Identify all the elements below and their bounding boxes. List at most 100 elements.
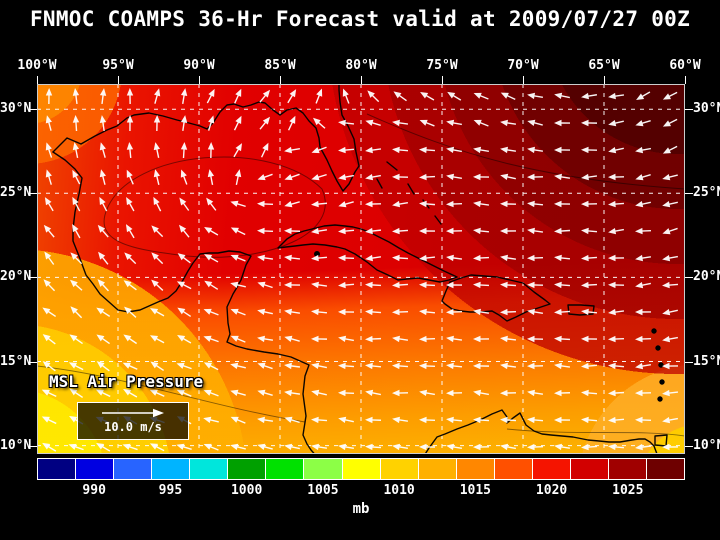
lon-tick-label: 80°W	[345, 58, 377, 73]
wind-arrow	[581, 254, 598, 262]
colorbar-cell	[76, 459, 114, 479]
wind-scale-arrow-icon	[102, 408, 164, 418]
wind-arrow	[581, 119, 598, 127]
wind-arrow	[284, 281, 301, 289]
lat-tick-label-right: 10°N	[693, 437, 720, 453]
wind-arrow	[153, 196, 162, 212]
mexico-central-america-coast	[52, 151, 316, 454]
wind-arrow	[257, 362, 273, 370]
wind-arrow	[151, 279, 164, 291]
colorbar-cell	[38, 459, 76, 479]
wind-arrow	[259, 116, 271, 130]
wind-arrow	[260, 142, 269, 158]
wind-arrow	[338, 173, 354, 181]
wind-arrow	[311, 308, 328, 316]
wind-arrow	[338, 281, 355, 289]
lon-tick-mark	[523, 76, 524, 84]
wind-arrow	[581, 92, 598, 100]
wind-arrow	[527, 281, 544, 289]
lon-tick-label: 85°W	[264, 58, 296, 73]
wind-arrow	[207, 142, 215, 159]
wind-arrow	[151, 252, 164, 265]
wind-arrow	[365, 200, 382, 208]
wind-arrow	[68, 362, 84, 371]
wind-arrow	[96, 442, 111, 452]
wind-arrow	[365, 308, 382, 316]
wind-arrow	[554, 416, 571, 424]
wind-arrow	[69, 388, 84, 399]
wind-arrow	[635, 416, 652, 424]
wind-arrow	[312, 117, 326, 129]
lat-tick-label-right: 20°N	[693, 269, 720, 285]
wind-arrow	[392, 254, 409, 262]
colorbar-cell	[418, 459, 456, 479]
wind-arrow	[230, 227, 246, 236]
wind-arrow	[419, 173, 436, 181]
wind-arrow	[635, 308, 652, 316]
antilles-island	[658, 362, 664, 368]
wind-arrow	[419, 389, 435, 397]
wind-arrow	[608, 416, 625, 424]
wind-arrow	[204, 226, 219, 236]
wind-arrow	[257, 335, 274, 343]
wind-arrow	[527, 227, 544, 235]
colorbar-cell	[532, 459, 570, 479]
lat-tick-label-right: 30°N	[693, 101, 720, 117]
wind-arrow	[419, 254, 436, 262]
wind-arrow	[338, 389, 355, 397]
wind-arrow	[419, 281, 436, 289]
wind-arrow	[662, 389, 679, 397]
wind-arrow	[635, 362, 652, 370]
wind-arrow	[365, 254, 382, 262]
wind-arrow	[473, 254, 490, 262]
wind-arrow	[43, 224, 55, 238]
wind-arrow	[635, 281, 651, 289]
wind-arrow	[581, 146, 598, 154]
wind-arrow	[311, 200, 328, 208]
lon-tick-label: 90°W	[183, 58, 215, 73]
wind-arrow	[342, 88, 350, 104]
wind-arrow	[180, 115, 188, 132]
wind-arrow	[446, 362, 463, 370]
lat-tick-mark-right	[685, 445, 693, 447]
wind-arrow	[284, 173, 300, 181]
wind-arrow	[338, 119, 355, 127]
lat-tick-mark-right	[685, 109, 693, 111]
wind-arrow	[365, 281, 382, 289]
wind-arrow	[153, 142, 161, 158]
wind-arrow	[581, 308, 598, 316]
wind-arrow	[45, 115, 52, 131]
lat-tick-label-left: 15°N	[0, 353, 32, 369]
wind-arrow	[203, 362, 219, 371]
lon-tick-mark	[118, 76, 119, 84]
wind-arrow	[177, 334, 192, 344]
wind-arrow	[284, 443, 300, 451]
colorbar-tick-label: 1020	[535, 483, 568, 498]
wind-arrow	[473, 362, 490, 370]
wind-arrow	[608, 200, 625, 208]
lon-tick-label: 60°W	[669, 58, 701, 73]
wind-arrow	[581, 200, 598, 208]
puerto-rico	[567, 304, 595, 316]
wind-arrow	[338, 146, 355, 154]
wind-arrow	[234, 88, 242, 104]
wind-arrow	[204, 254, 219, 263]
wind-arrow	[284, 335, 300, 342]
wind-arrow	[311, 227, 328, 235]
wind-arrow	[154, 88, 161, 104]
colorbar-cell	[570, 459, 608, 479]
wind-arrow	[41, 416, 57, 425]
wind-arrow	[257, 281, 273, 289]
wind-arrow	[230, 443, 246, 450]
wind-arrow	[419, 227, 436, 235]
wind-arrow	[203, 416, 219, 423]
wind-arrow	[527, 200, 544, 208]
colorbar-cell	[190, 459, 228, 479]
wind-arrow	[554, 389, 571, 397]
wind-arrow	[365, 119, 381, 126]
lat-tick-label-right: 25°N	[693, 185, 720, 201]
wind-arrow	[554, 227, 571, 235]
wind-arrow	[554, 281, 571, 289]
wind-arrow	[126, 197, 135, 212]
